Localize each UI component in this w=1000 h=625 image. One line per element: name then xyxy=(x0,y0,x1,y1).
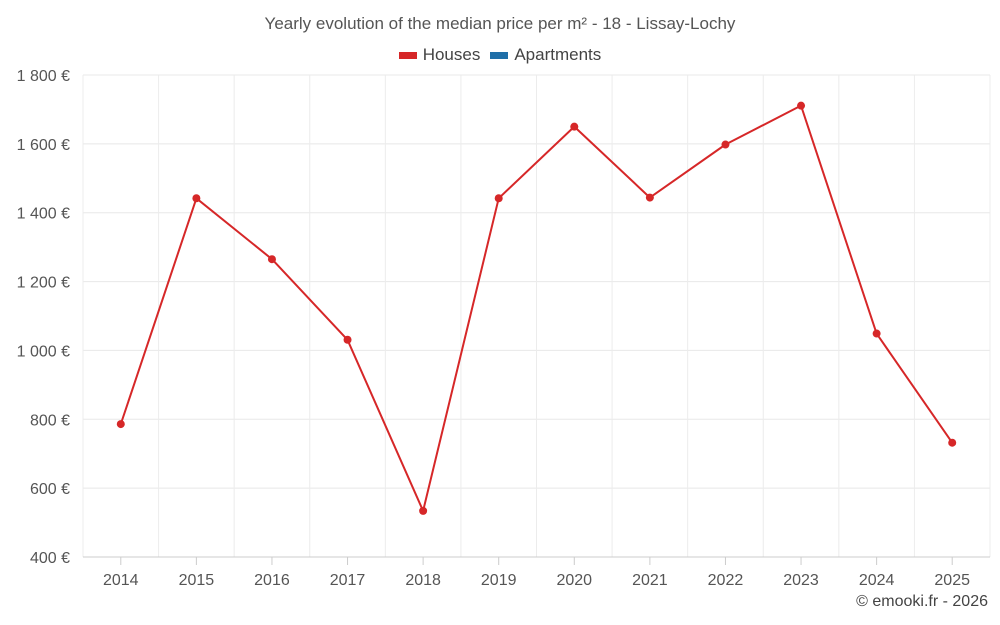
data-point-houses-2018 xyxy=(419,506,428,515)
y-tick-label: 600 € xyxy=(30,481,70,498)
data-point-houses-2020 xyxy=(570,122,579,131)
x-tick-label: 2016 xyxy=(254,572,290,589)
y-tick-label: 1 000 € xyxy=(17,343,70,360)
x-tick-label: 2024 xyxy=(859,572,895,589)
x-tick-label: 2015 xyxy=(179,572,215,589)
x-tick-label: 2025 xyxy=(934,572,970,589)
series-line-houses xyxy=(119,104,954,512)
y-tick-label: 1 200 € xyxy=(17,275,70,292)
y-tick-label: 1 600 € xyxy=(17,137,70,154)
data-point-houses-2024 xyxy=(872,329,881,338)
data-point-houses-2017 xyxy=(343,335,352,344)
data-point-houses-2023 xyxy=(797,101,806,110)
data-point-houses-2016 xyxy=(267,255,276,264)
y-tick-label: 1 400 € xyxy=(17,206,70,223)
chart-title: Yearly evolution of the median price per… xyxy=(264,14,736,33)
data-point-houses-2019 xyxy=(494,194,503,203)
data-point-houses-2014 xyxy=(116,420,125,429)
legend-swatch-apartments xyxy=(490,51,509,59)
credit-text: © emooki.fr - 2026 xyxy=(856,593,988,610)
x-tick-label: 2023 xyxy=(783,572,819,589)
legend-label-houses: Houses xyxy=(422,45,481,64)
data-point-houses-2015 xyxy=(192,194,201,203)
x-tick-label: 2021 xyxy=(632,572,668,589)
data-point-houses-2025 xyxy=(948,438,957,447)
legend-label-apartments: Apartments xyxy=(514,45,602,64)
y-tick-label: 800 € xyxy=(30,412,70,429)
y-tick-label: 1 800 € xyxy=(17,68,70,85)
x-tick-label: 2017 xyxy=(330,572,366,589)
legend-item-apartments[interactable]: Apartments xyxy=(490,45,601,65)
x-tick-label: 2022 xyxy=(708,572,744,589)
chart-legend: Houses Apartments xyxy=(0,45,1000,65)
x-tick-label: 2020 xyxy=(556,572,592,589)
data-point-houses-2022 xyxy=(721,140,730,149)
legend-item-houses[interactable]: Houses xyxy=(398,45,481,65)
legend-swatch-houses xyxy=(398,51,417,59)
x-tick-label: 2018 xyxy=(405,572,441,589)
x-tick-label: 2019 xyxy=(481,572,517,589)
x-tick-label: 2014 xyxy=(103,572,139,589)
y-tick-label: 400 € xyxy=(30,550,70,567)
data-point-houses-2021 xyxy=(645,193,654,202)
